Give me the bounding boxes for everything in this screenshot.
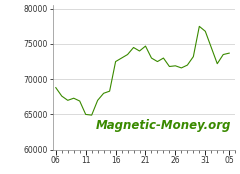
Text: Magnetic-Money.org: Magnetic-Money.org xyxy=(96,119,232,132)
